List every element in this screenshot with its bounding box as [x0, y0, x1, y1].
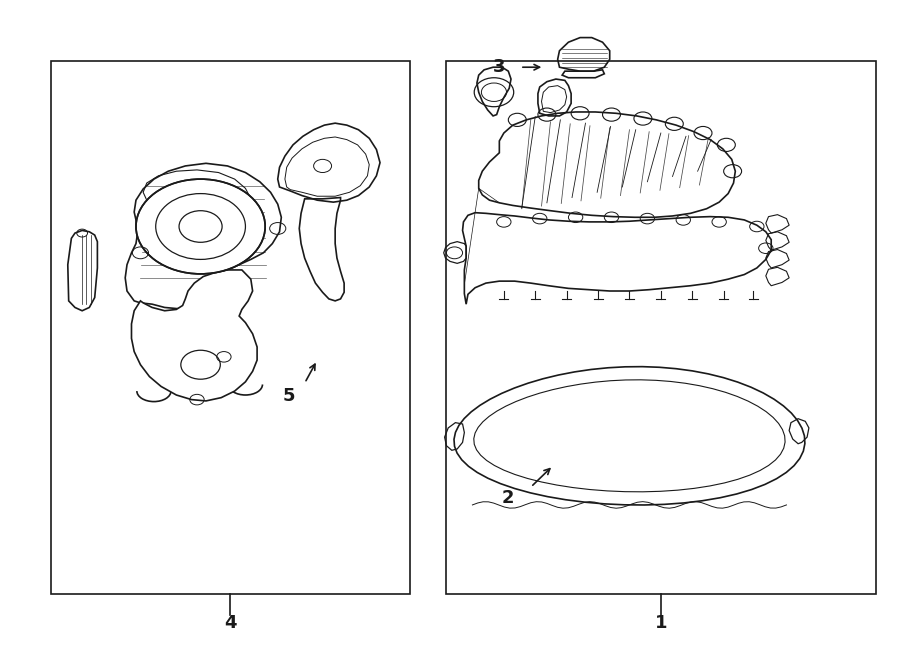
Circle shape [136, 179, 266, 274]
Polygon shape [463, 213, 771, 304]
Polygon shape [479, 112, 735, 217]
Text: 3: 3 [493, 58, 506, 76]
Polygon shape [454, 367, 805, 505]
Text: 1: 1 [654, 615, 667, 633]
Text: 4: 4 [224, 615, 237, 633]
Polygon shape [125, 163, 282, 309]
Text: 2: 2 [502, 489, 515, 508]
Text: 5: 5 [283, 387, 295, 405]
Polygon shape [131, 270, 257, 401]
